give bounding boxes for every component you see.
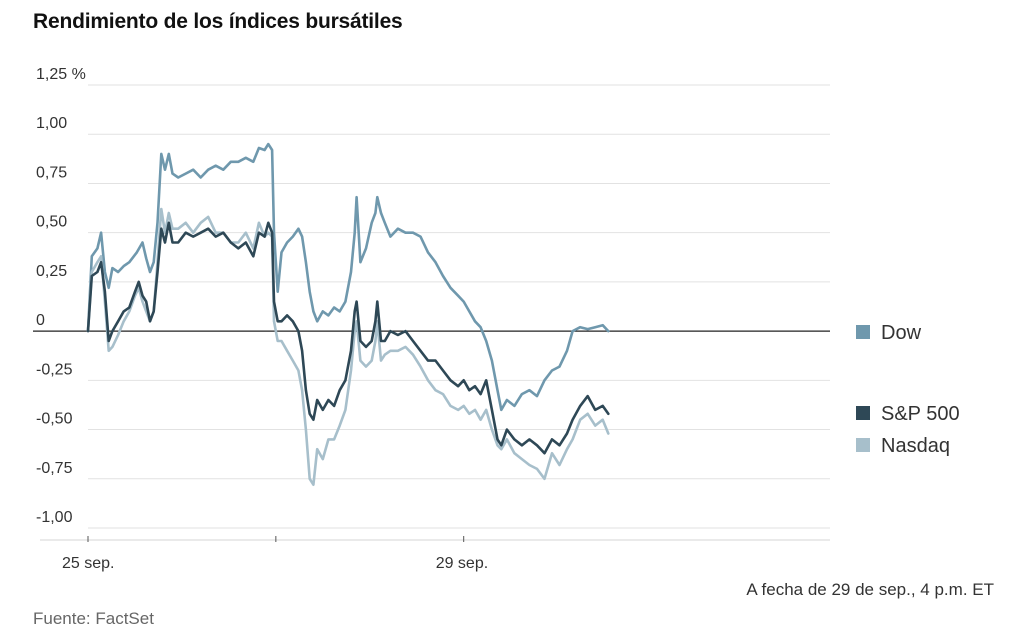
- y-tick-label: -0,50: [36, 411, 73, 428]
- y-tick-label: 0,75: [36, 164, 67, 181]
- chart-note: A fecha de 29 de sep., 4 p.m. ET: [746, 580, 994, 599]
- y-tick-label: -1,00: [36, 509, 73, 526]
- series-line-s-p-500: [86, 221, 610, 455]
- x-tick-label: 29 sep.: [436, 555, 488, 572]
- legend-label-s-p-500: S&P 500: [881, 403, 960, 425]
- legend-swatch-nasdaq: [856, 438, 870, 452]
- y-tick-label: -0,75: [36, 460, 73, 477]
- legend-swatch-dow: [856, 325, 870, 339]
- y-tick-label: 1,00: [36, 115, 67, 132]
- axes: 1,25 % 1,00 0,75 0,50 0,25 0 -0,25 -0,50 -0,75 -1…: [36, 66, 830, 572]
- legend-label-dow: Dow: [881, 322, 922, 344]
- y-tick-label: 0,25: [36, 263, 67, 280]
- chart-title: Rendimiento de los índices bursátiles: [33, 10, 403, 33]
- legend-label-nasdaq: Nasdaq: [881, 435, 950, 457]
- y-tick-label: 0: [36, 312, 45, 329]
- series-line-nasdaq: [86, 207, 610, 486]
- legend: Dow S&P 500 Nasdaq: [856, 322, 960, 457]
- y-tick-label: -0,25: [36, 361, 73, 378]
- x-tick-label: 25 sep.: [62, 555, 114, 572]
- series-line-dow: [86, 142, 610, 412]
- legend-swatch-s-p-500: [856, 406, 870, 420]
- y-tick-label: 0,50: [36, 214, 67, 231]
- chart-source: Fuente: FactSet: [33, 609, 154, 628]
- series-lines: [86, 142, 610, 486]
- y-tick-label: 1,25 %: [36, 66, 86, 83]
- gridlines: [33, 84, 830, 529]
